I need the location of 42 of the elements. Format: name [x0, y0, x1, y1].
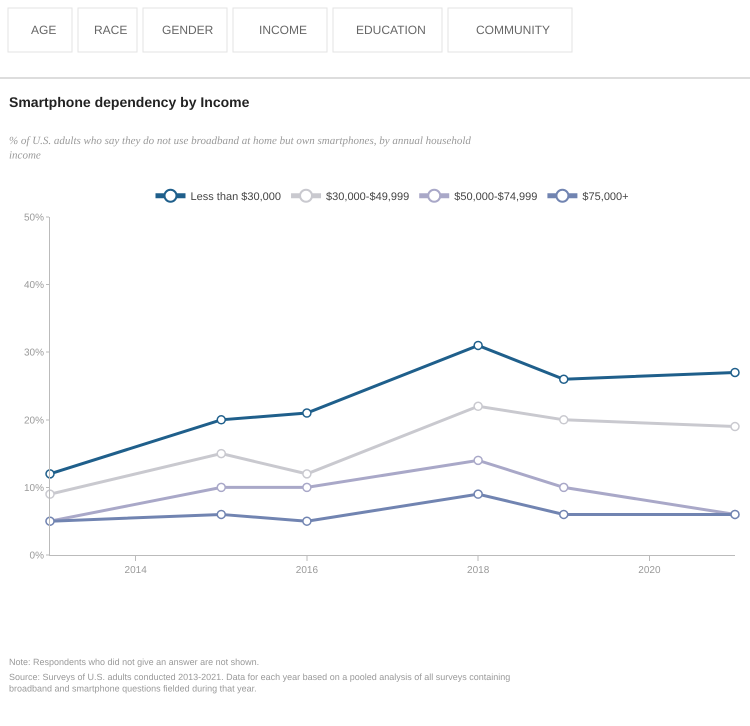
- text: INCOME: [259, 23, 307, 37]
- point: [559, 482, 568, 492]
- y-tick-label: 30%: [24, 348, 44, 359]
- point: [473, 340, 483, 350]
- point: [216, 415, 226, 425]
- x-tick-label: 2016: [296, 565, 318, 576]
- text: COMMUNITY: [476, 23, 550, 37]
- text: RACE: [94, 23, 128, 37]
- point: [473, 489, 483, 499]
- text: Note: Respondents who did not give an answer are not shown.: [9, 657, 260, 667]
- point: [559, 374, 568, 384]
- source-note: Source: Surveys of U.S. adults conducted 2013-2021. Data for each year based on a pooled analysis of all surveys containing broadband and smartphone questions fielded during that year.: [9, 672, 510, 694]
- y-tick-label: 10%: [24, 482, 44, 494]
- x-tick-label: 2020: [638, 565, 661, 576]
- legend-label: $75,000+: [582, 191, 629, 204]
- legend-label: $30,000-$49,999: [326, 191, 410, 204]
- chart-subtitle: % of U.S. adults who say they do not use broadband at home but own smartphones, by annual household income: [9, 135, 472, 162]
- point: [302, 469, 312, 479]
- y-tick-label: 50%: [24, 212, 44, 224]
- point: [216, 448, 226, 458]
- y-tick-label: 0%: [30, 550, 44, 562]
- text: EDUCATION: [356, 23, 426, 37]
- point: [216, 510, 226, 520]
- point: [473, 402, 483, 412]
- point: [473, 456, 483, 466]
- text: GENDER: [162, 23, 214, 37]
- x-tick-label: 2018: [467, 565, 490, 576]
- x-tick-label: 2014: [124, 565, 148, 576]
- point: [302, 482, 312, 492]
- point: [302, 516, 312, 526]
- text: AGE: [31, 23, 56, 37]
- legend-label: Less than $30,000: [190, 191, 282, 204]
- point: [730, 368, 740, 378]
- y-tick-label: 40%: [24, 280, 44, 292]
- point: [559, 510, 568, 520]
- point: [216, 482, 226, 492]
- y-tick-label: 20%: [24, 415, 44, 426]
- chart-title: Smartphone dependency by Income: [9, 94, 250, 110]
- legend-label: $50,000-$74,999: [454, 191, 538, 204]
- point: [559, 415, 568, 425]
- point: [302, 408, 312, 418]
- point: [730, 422, 740, 432]
